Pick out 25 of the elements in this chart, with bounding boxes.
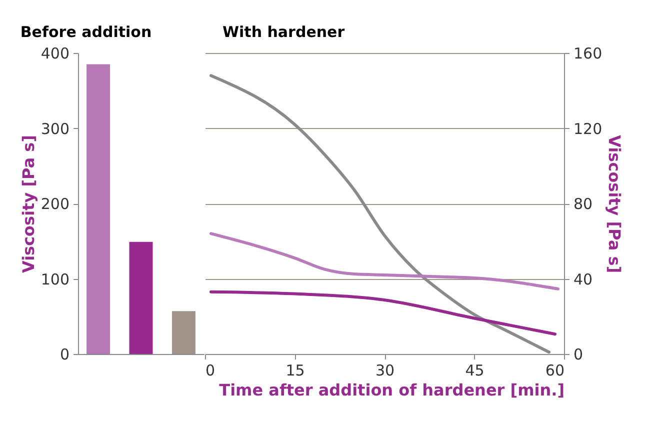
x-tick-label: 45 bbox=[465, 362, 484, 380]
x-tick-label: 15 bbox=[286, 362, 305, 380]
bar bbox=[172, 311, 196, 354]
y-tick-label: 200 bbox=[40, 195, 70, 213]
chart-title: Before addition bbox=[20, 23, 152, 41]
y-tick-label: 300 bbox=[40, 120, 70, 138]
y2-tick-label: 40 bbox=[574, 270, 593, 288]
line-series bbox=[209, 290, 557, 336]
y-tick-label: 0 bbox=[60, 346, 70, 364]
x-tick-label: 30 bbox=[375, 362, 395, 380]
y2-tick-label: 160 bbox=[574, 44, 602, 62]
bar bbox=[86, 64, 110, 354]
y2-axis-title: Viscosity [Pa s] bbox=[605, 134, 624, 274]
y2-tick-label: 80 bbox=[574, 195, 593, 213]
y-tick-label: 400 bbox=[40, 44, 70, 62]
x-tick-label: 0 bbox=[206, 362, 216, 380]
bar bbox=[129, 242, 153, 354]
line-series bbox=[209, 232, 560, 290]
y-axis-title: Viscosity [Pa s] bbox=[18, 134, 38, 274]
y2-tick-label: 120 bbox=[574, 120, 602, 138]
x-axis-title: Time after addition of hardener [min.] bbox=[219, 380, 564, 400]
chart-title: With hardener bbox=[222, 23, 346, 41]
x-tick-label: 60 bbox=[545, 362, 564, 380]
y2-tick-label: 0 bbox=[574, 346, 584, 364]
y-tick-label: 100 bbox=[40, 270, 70, 288]
